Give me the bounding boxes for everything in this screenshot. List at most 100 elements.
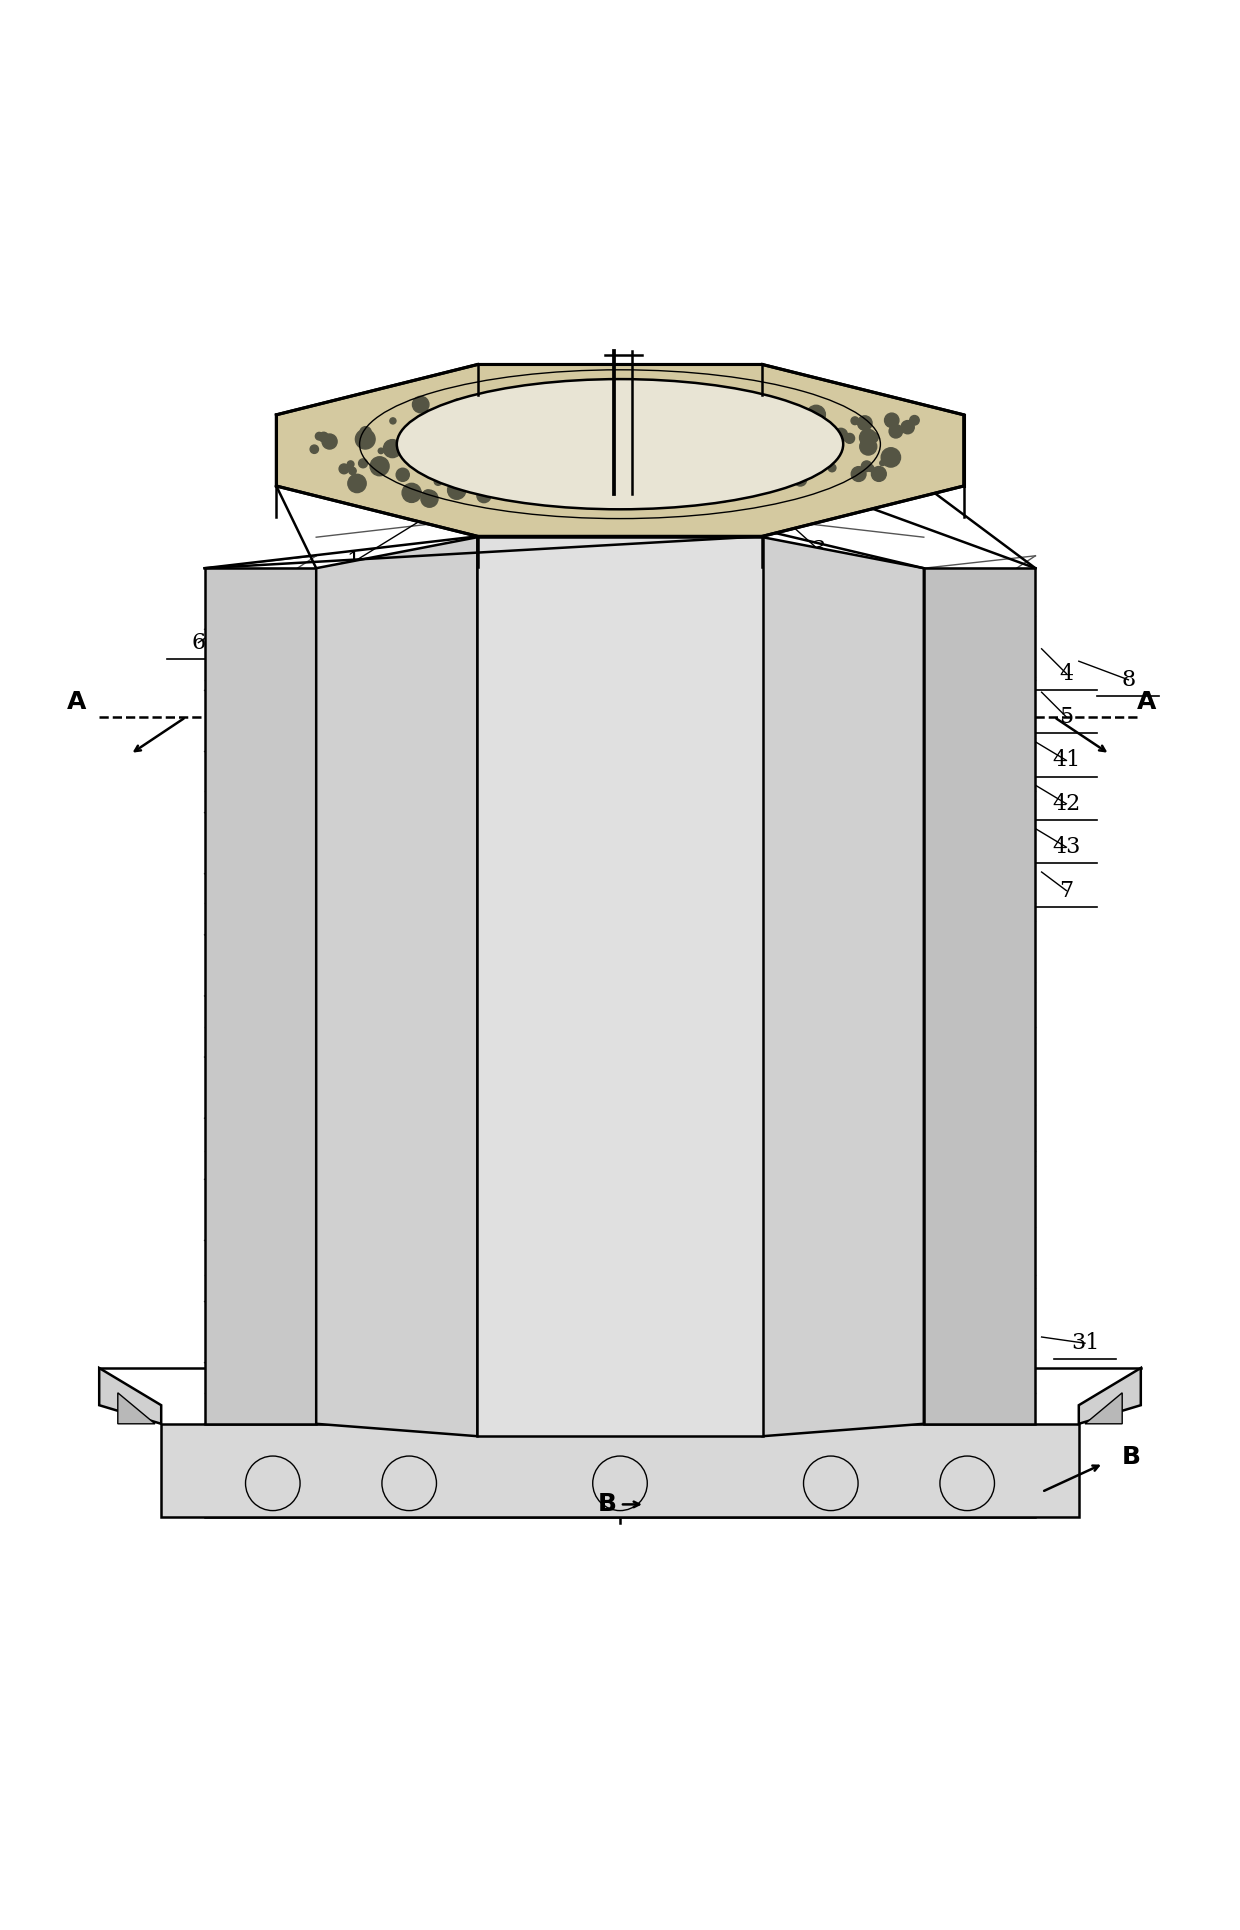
Circle shape <box>884 413 899 428</box>
Circle shape <box>671 488 686 502</box>
Circle shape <box>828 463 836 471</box>
Circle shape <box>901 421 914 434</box>
Circle shape <box>701 490 711 500</box>
Circle shape <box>619 442 636 459</box>
Circle shape <box>844 434 854 444</box>
Circle shape <box>889 425 903 438</box>
Circle shape <box>758 455 771 471</box>
Text: 5: 5 <box>1059 706 1074 728</box>
Circle shape <box>396 469 409 481</box>
Text: 2: 2 <box>687 482 702 506</box>
Circle shape <box>501 440 516 455</box>
Circle shape <box>644 425 658 438</box>
Polygon shape <box>763 537 924 1436</box>
Circle shape <box>544 403 552 411</box>
Polygon shape <box>924 567 1035 1424</box>
Circle shape <box>882 448 900 467</box>
Circle shape <box>851 467 866 481</box>
Circle shape <box>360 427 371 438</box>
Circle shape <box>481 454 498 471</box>
Text: 6: 6 <box>191 631 206 654</box>
Circle shape <box>611 450 619 457</box>
Circle shape <box>609 400 618 407</box>
Circle shape <box>348 467 356 475</box>
Circle shape <box>541 463 558 481</box>
Polygon shape <box>1085 1393 1122 1424</box>
Circle shape <box>859 428 877 446</box>
Text: 31: 31 <box>1071 1332 1099 1355</box>
Circle shape <box>807 405 826 425</box>
Circle shape <box>686 454 694 463</box>
Ellipse shape <box>397 378 843 510</box>
Circle shape <box>482 457 495 469</box>
Circle shape <box>794 473 807 486</box>
Circle shape <box>675 494 681 500</box>
Polygon shape <box>316 537 477 1436</box>
Polygon shape <box>477 537 763 1436</box>
Circle shape <box>879 461 885 465</box>
Circle shape <box>389 419 396 425</box>
Circle shape <box>503 417 512 427</box>
Circle shape <box>756 398 769 411</box>
Circle shape <box>835 428 848 442</box>
Circle shape <box>702 444 708 450</box>
Circle shape <box>413 396 429 413</box>
Circle shape <box>579 488 584 494</box>
Circle shape <box>872 467 887 481</box>
Text: B: B <box>598 1492 616 1517</box>
Circle shape <box>621 407 630 415</box>
Circle shape <box>459 446 467 455</box>
Text: 42: 42 <box>1053 793 1080 814</box>
Polygon shape <box>205 1442 1035 1517</box>
Circle shape <box>339 463 348 473</box>
Circle shape <box>502 419 517 434</box>
Circle shape <box>533 398 548 415</box>
Circle shape <box>402 482 422 502</box>
Text: 3: 3 <box>811 538 826 560</box>
Circle shape <box>684 496 691 502</box>
Polygon shape <box>118 1393 155 1424</box>
Circle shape <box>439 450 456 465</box>
Circle shape <box>678 481 686 488</box>
Circle shape <box>347 461 353 467</box>
Circle shape <box>523 465 536 479</box>
Circle shape <box>751 430 760 440</box>
Circle shape <box>910 415 919 425</box>
Circle shape <box>867 465 874 471</box>
Text: 41: 41 <box>1053 749 1080 772</box>
Circle shape <box>510 479 528 498</box>
Circle shape <box>423 425 432 432</box>
Circle shape <box>874 473 882 479</box>
Circle shape <box>495 442 507 455</box>
Circle shape <box>815 438 827 452</box>
Circle shape <box>858 415 872 430</box>
Circle shape <box>491 442 502 454</box>
Circle shape <box>821 461 827 467</box>
Polygon shape <box>277 365 963 537</box>
Circle shape <box>485 436 491 444</box>
Circle shape <box>358 459 367 467</box>
Circle shape <box>615 436 627 450</box>
Circle shape <box>681 427 687 432</box>
Circle shape <box>765 423 780 438</box>
Circle shape <box>745 450 751 455</box>
Circle shape <box>851 417 859 425</box>
Polygon shape <box>161 1424 1079 1517</box>
Text: A: A <box>1137 691 1157 714</box>
Circle shape <box>477 488 491 502</box>
Circle shape <box>497 477 511 490</box>
Polygon shape <box>1079 1368 1141 1424</box>
Circle shape <box>383 440 402 457</box>
Circle shape <box>423 490 433 500</box>
Circle shape <box>322 434 337 450</box>
Circle shape <box>420 490 438 508</box>
Circle shape <box>618 490 626 498</box>
Text: 8: 8 <box>1121 670 1136 691</box>
Text: 1: 1 <box>346 550 361 573</box>
Circle shape <box>526 423 532 428</box>
Text: A: A <box>67 691 87 714</box>
Text: 43: 43 <box>1053 836 1080 859</box>
Circle shape <box>724 421 733 428</box>
Text: B: B <box>1122 1446 1141 1469</box>
Circle shape <box>868 432 878 442</box>
